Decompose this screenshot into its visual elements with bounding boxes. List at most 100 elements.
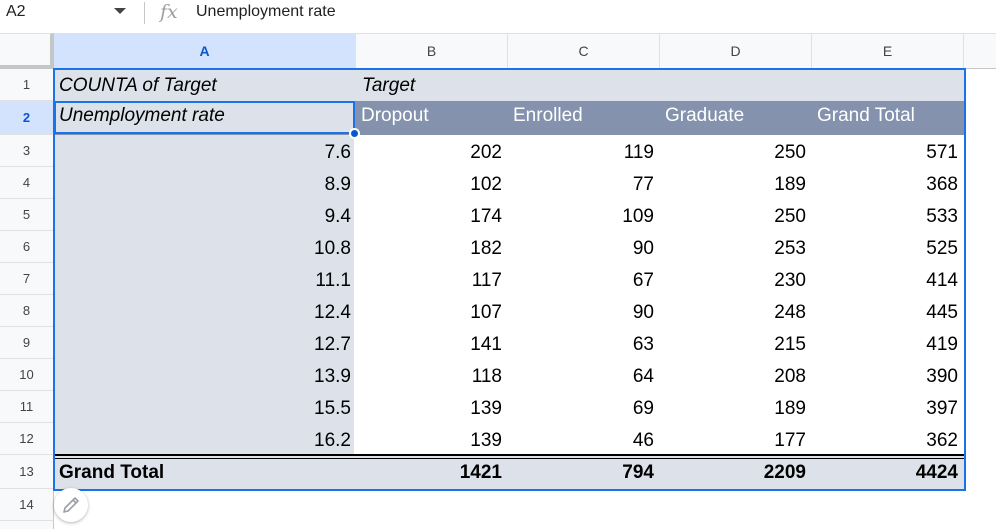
pivot-column-label[interactable]: Dropout [361,105,429,126]
pivot-row-label[interactable]: 10.8 [314,238,351,259]
pivot-table-outline [53,68,966,491]
pivot-row-label[interactable]: 12.7 [314,334,351,355]
pivot-column-label[interactable]: Enrolled [513,105,583,126]
grand-total-value[interactable]: 2209 [763,462,806,483]
pivot-value-cell[interactable]: 533 [926,206,958,227]
row-header-12[interactable]: 12 [0,423,54,455]
select-all-corner[interactable] [0,33,54,69]
pivot-value-cell[interactable]: 250 [774,206,806,227]
edit-pivot-button[interactable] [54,488,88,522]
pivot-value-cell[interactable]: 215 [774,334,806,355]
pivot-value-cell[interactable]: 46 [632,430,654,451]
row-header-1[interactable]: 1 [0,69,54,101]
pivot-value-cell[interactable]: 119 [623,142,654,163]
pivot-row-label[interactable]: 12.4 [314,302,351,323]
pivot-value-cell[interactable]: 64 [632,366,654,387]
pivot-value-cell[interactable]: 177 [774,430,806,451]
pivot-value-cell[interactable]: 90 [632,238,654,259]
pivot-value-cell[interactable]: 368 [926,174,958,195]
pivot-value-cell[interactable]: 102 [470,174,502,195]
pivot-value-cell[interactable]: 67 [632,270,654,291]
row-header-6[interactable]: 6 [0,231,54,263]
row-header-14[interactable]: 14 [0,489,54,521]
pivot-value-cell[interactable]: 362 [926,430,958,451]
pivot-value-cell[interactable]: 230 [774,270,806,291]
row-header-8[interactable]: 8 [0,295,54,327]
column-header-d[interactable]: D [660,33,812,69]
pivot-value-cell[interactable]: 248 [774,302,806,323]
fx-icon: fx [160,1,178,23]
grand-total-divider-thin [54,458,964,459]
pivot-title[interactable]: COUNTA of Target [59,75,217,96]
row-header-11[interactable]: 11 [0,391,54,423]
pivot-value-cell[interactable]: 571 [926,142,958,163]
pivot-row-label[interactable]: 9.4 [324,206,351,227]
pivot-value-cell[interactable]: 117 [471,270,502,291]
column-header-a[interactable]: A [54,33,356,69]
grand-total-value[interactable]: 794 [622,462,654,483]
pivot-value-cell[interactable]: 390 [926,366,958,387]
fill-handle[interactable] [349,128,360,139]
row-header-3[interactable]: 3 [0,135,54,167]
pivot-value-cell[interactable]: 419 [926,334,958,355]
pivot-value-cell[interactable]: 139 [470,430,502,451]
pivot-grand-total-band [54,455,964,489]
pivot-value-cell[interactable]: 174 [470,206,502,227]
pivot-value-cell[interactable]: 63 [632,334,654,355]
pivot-value-cell[interactable]: 109 [622,206,654,227]
pivot-value-cell[interactable]: 69 [632,398,654,419]
row-header-2[interactable]: 2 [0,101,54,135]
row-header-13[interactable]: 13 [0,455,54,489]
pivot-columns-field[interactable]: Target [362,75,416,96]
pivot-row-label-band [54,135,354,455]
name-box-dropdown-icon[interactable] [114,8,126,14]
pivot-rows-field[interactable]: Unemployment rate [59,105,225,126]
grand-total-divider [54,454,964,456]
row-header-4[interactable]: 4 [0,167,54,199]
pivot-value-cell[interactable]: 189 [774,174,806,195]
pivot-row-label[interactable]: 15.5 [314,398,351,419]
pivot-value-cell[interactable]: 397 [926,398,958,419]
pivot-row-label[interactable]: 13.9 [314,366,351,387]
pivot-column-label[interactable]: Grand Total [817,105,915,126]
pivot-value-cell[interactable]: 118 [471,366,502,387]
row-header-10[interactable]: 10 [0,359,54,391]
row-header-5[interactable]: 5 [0,199,54,231]
pivot-title-band [54,69,964,101]
pivot-value-cell[interactable]: 141 [470,334,502,355]
column-header-next[interactable] [964,33,996,69]
pivot-value-cell[interactable]: 414 [926,270,958,291]
formula-bar-divider [144,2,145,24]
pivot-value-cell[interactable]: 182 [470,238,502,259]
pencil-icon [63,497,79,513]
pivot-value-cell[interactable]: 250 [774,142,806,163]
pivot-value-cell[interactable]: 445 [926,302,958,323]
column-header-c[interactable]: C [508,33,660,69]
column-header-e[interactable]: E [812,33,964,69]
pivot-value-cell[interactable]: 253 [774,238,806,259]
grand-total-label[interactable]: Grand Total [59,462,165,483]
pivot-value-cell[interactable]: 139 [470,398,502,419]
pivot-value-cell[interactable]: 202 [470,142,502,163]
pivot-row-label[interactable]: 11.1 [315,270,351,291]
pivot-row-label[interactable]: 7.6 [324,142,351,163]
pivot-row-label[interactable]: 8.9 [324,174,351,195]
row-header-9[interactable]: 9 [0,327,54,359]
row-header-15[interactable] [0,521,54,529]
grand-total-value[interactable]: 4424 [915,462,958,483]
row-header-7[interactable]: 7 [0,263,54,295]
pivot-value-cell[interactable]: 189 [774,398,806,419]
pivot-row-label[interactable]: 16.2 [314,430,351,451]
formula-bar: A2 fx Unemployment rate [0,0,996,30]
pivot-value-cell[interactable]: 90 [632,302,654,323]
grand-total-value[interactable]: 1421 [459,462,502,483]
selected-cell-a2[interactable] [54,101,355,134]
pivot-value-cell[interactable]: 208 [774,366,806,387]
pivot-value-cell[interactable]: 77 [632,174,654,195]
pivot-column-label[interactable]: Graduate [665,105,745,126]
formula-input[interactable]: Unemployment rate [196,3,336,20]
column-header-b[interactable]: B [356,33,508,69]
pivot-value-cell[interactable]: 525 [926,238,958,259]
name-box[interactable]: A2 [6,3,26,20]
pivot-value-cell[interactable]: 107 [470,302,502,323]
